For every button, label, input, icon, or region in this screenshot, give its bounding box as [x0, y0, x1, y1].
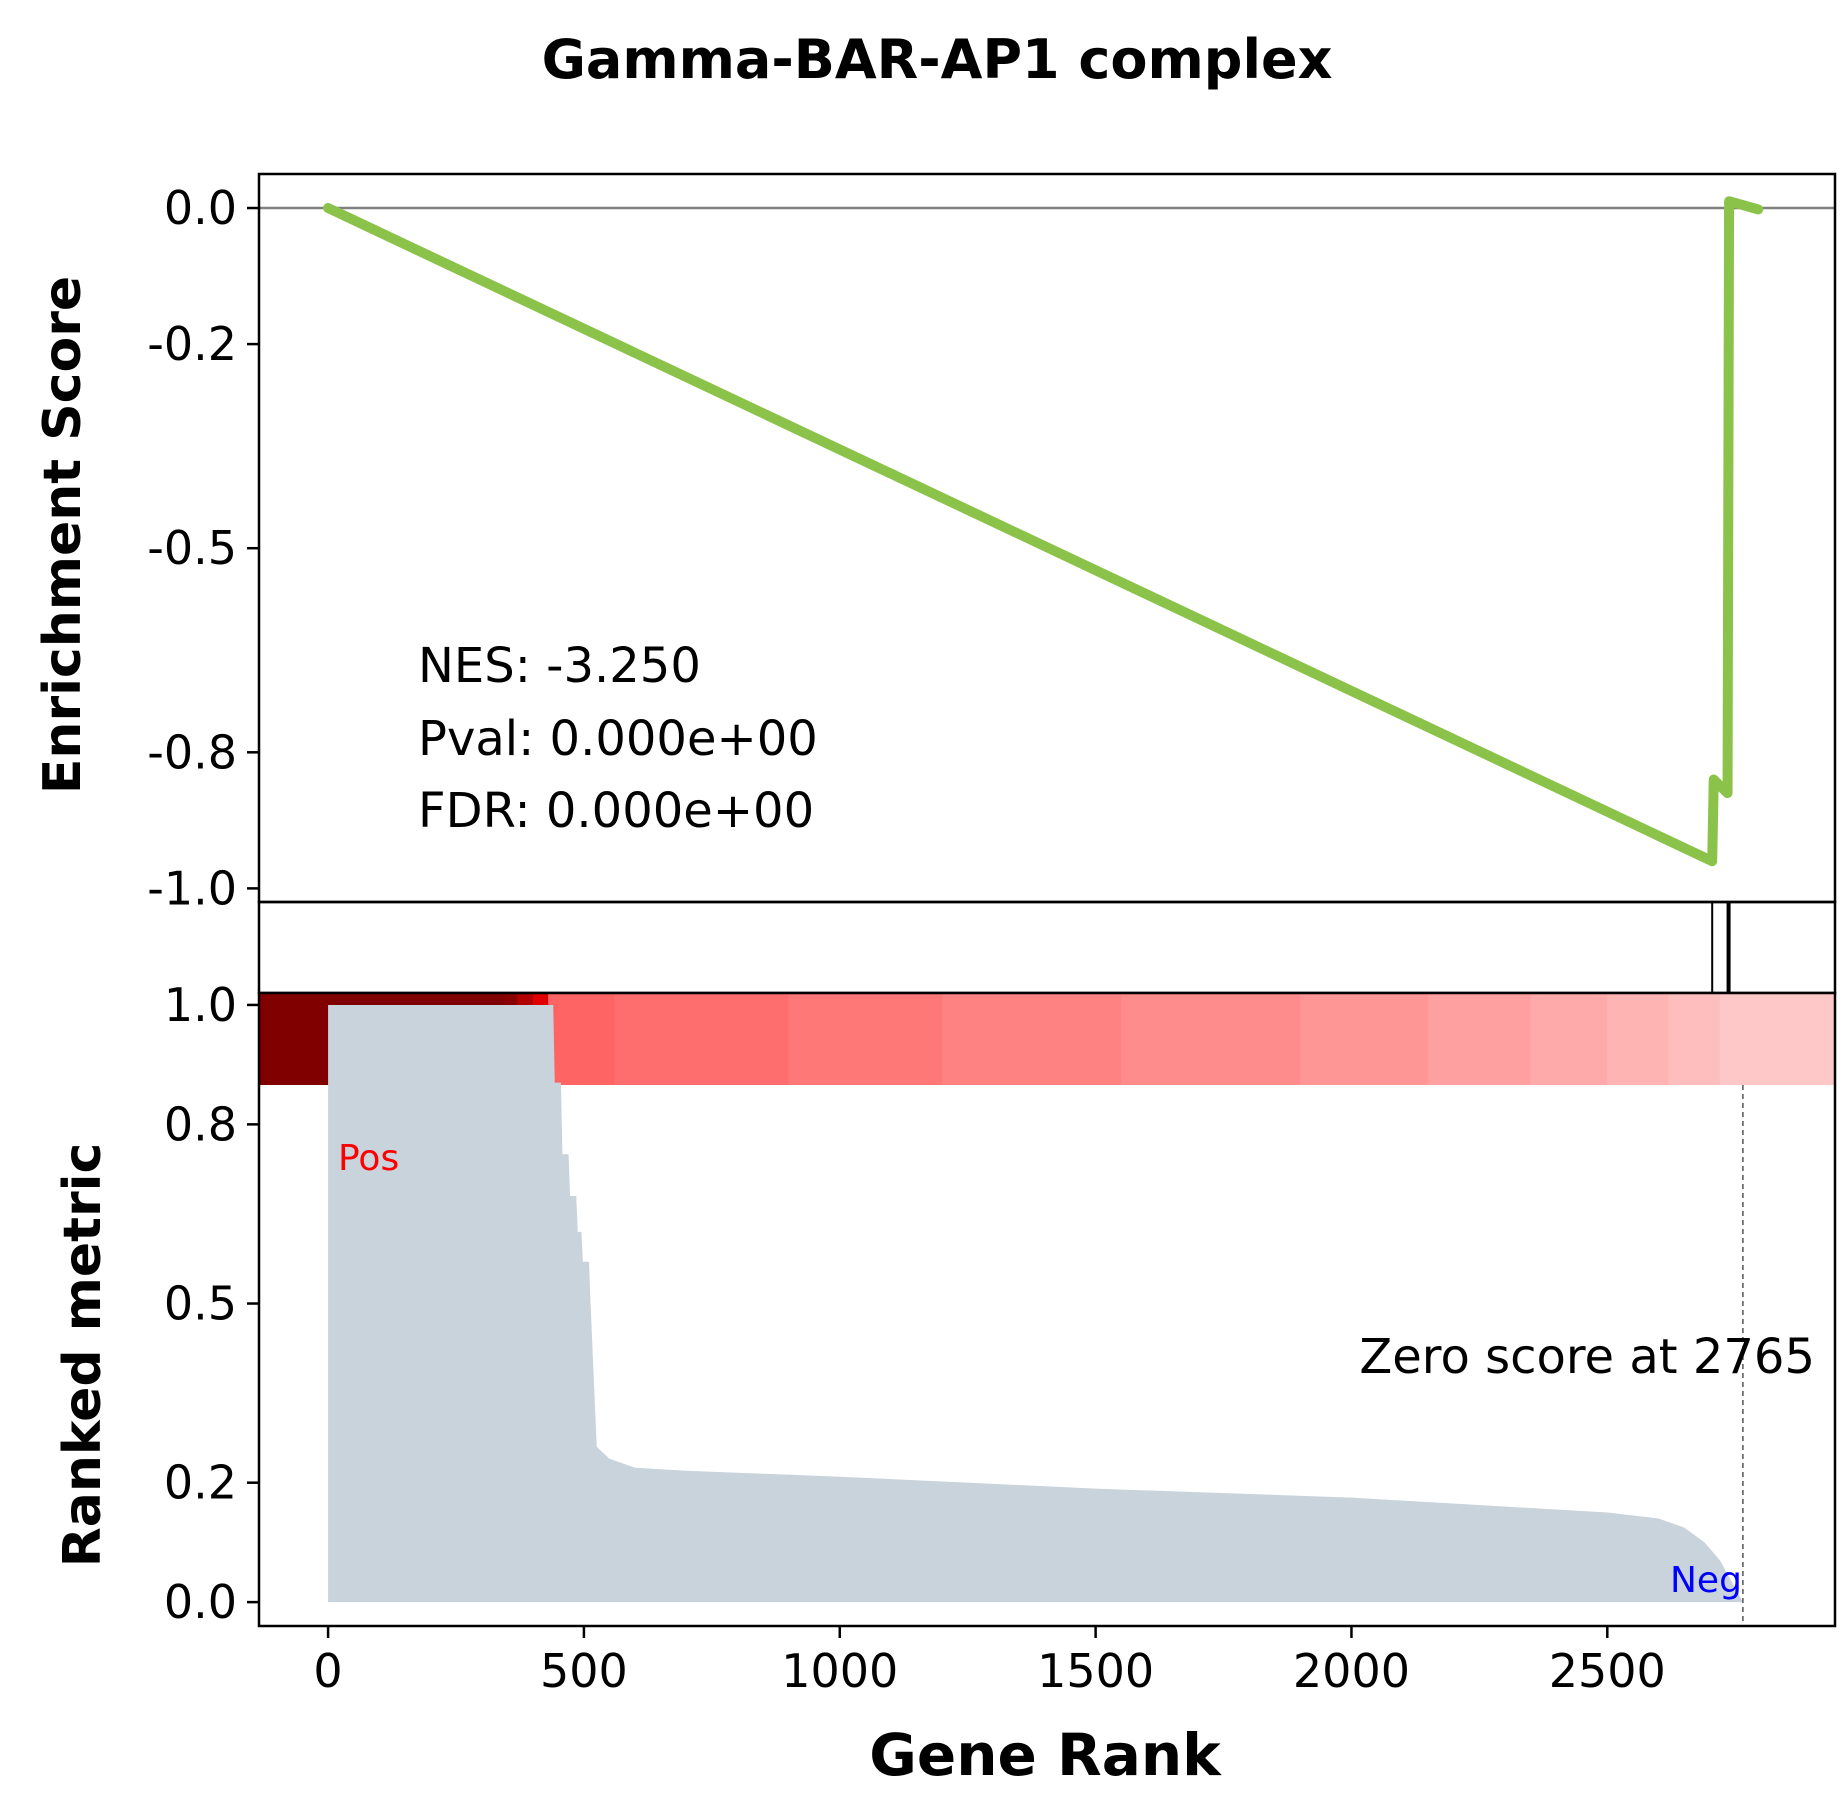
- enrichment-y-ticks: 0.0 -0.2 -0.5 -0.8 -1.0: [147, 181, 259, 915]
- pval-label: Pval: 0.000e+00: [418, 711, 818, 767]
- enrichment-score-line: [323, 196, 1764, 867]
- ranked-metric-y-ticks: 0.0 0.2 0.5 0.8 1.0: [164, 978, 259, 1629]
- heatmap-segment: [788, 993, 943, 1085]
- ranked-metric-y-tick-label: 0.5: [164, 1277, 237, 1331]
- x-tick-label: 2000: [1293, 1644, 1410, 1698]
- ranked-metric-area: [328, 1004, 1761, 1603]
- ranked-metric-y-tick-label: 1.0: [164, 978, 237, 1032]
- enrichment-y-tick-label: 0.0: [164, 181, 237, 235]
- x-tick-label: 1500: [1037, 1644, 1154, 1698]
- heatmap-segment: [1607, 993, 1670, 1085]
- heatmap-segment: [1668, 993, 1721, 1085]
- ranked-metric-plot-frame: [257, 991, 1837, 1628]
- ranked-metric-y-tick-label: 0.2: [164, 1456, 237, 1510]
- fdr-label: FDR: 0.000e+00: [418, 783, 814, 839]
- enrichment-panel: 0.0 -0.2 -0.5 -0.8 -1.0 NES: -3.250 Pval: 0.…: [33, 172, 1837, 915]
- ranked-metric-y-tick-label: 0.0: [164, 1575, 237, 1629]
- enrichment-y-tick-label: -0.5: [147, 521, 237, 575]
- x-axis-ticks: 0 500 1000 1500 2000 2500: [313, 1626, 1666, 1698]
- ranked-metric-panel: 0.0 0.2 0.5 0.8 1.0 Pos Neg Zero score at 27…: [53, 978, 1837, 1629]
- heatmap-segment: [548, 993, 616, 1085]
- heatmap-segment: [614, 993, 790, 1085]
- heatmap-segment: [1719, 993, 1836, 1085]
- enrichment-y-axis-label: Enrichment Score: [33, 276, 93, 794]
- chart-title: Gamma-BAR-AP1 complex: [542, 28, 1333, 91]
- heatmap-segment: [942, 993, 1122, 1085]
- heatmap-segment: [1121, 993, 1301, 1085]
- zero-score-label: Zero score at 2765: [1359, 1329, 1815, 1385]
- x-tick-label: 2500: [1549, 1644, 1666, 1698]
- neg-label: Neg: [1670, 1560, 1742, 1601]
- heatmap-segment: [1428, 993, 1532, 1085]
- enrichment-y-tick-label: -1.0: [147, 861, 237, 915]
- hit-lines: [1711, 902, 1731, 993]
- enrichment-y-tick-label: -0.2: [147, 317, 237, 371]
- ranked-metric-y-tick-label: 0.8: [164, 1097, 237, 1151]
- ranked-metric-y-axis-label: Ranked metric: [53, 1143, 113, 1568]
- heatmap-segment: [1300, 993, 1429, 1085]
- pos-label: Pos: [338, 1138, 399, 1179]
- x-tick-label: 0: [313, 1644, 342, 1698]
- x-tick-label: 500: [540, 1644, 628, 1698]
- x-axis-label: Gene Rank: [869, 1721, 1222, 1789]
- x-tick-label: 1000: [781, 1644, 898, 1698]
- enrichment-y-tick-label: -0.8: [147, 725, 237, 779]
- nes-label: NES: -3.250: [418, 638, 701, 694]
- heatmap-segment: [1530, 993, 1608, 1085]
